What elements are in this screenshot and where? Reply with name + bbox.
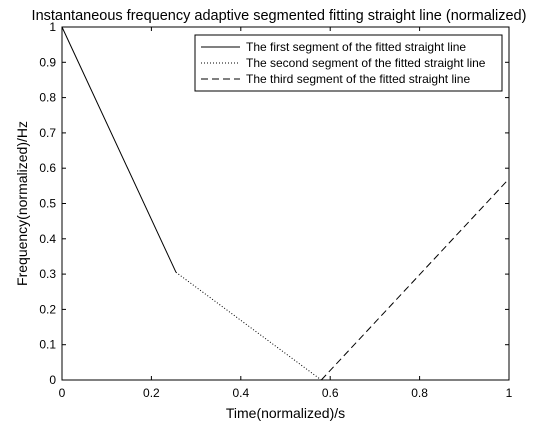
- y-axis-title: Frequency(normalized)/Hz: [14, 121, 30, 286]
- y-tick-label: 0: [49, 373, 56, 387]
- y-tick-label: 0.5: [39, 197, 56, 211]
- series-layer: [61, 26, 510, 381]
- y-tick-label: 0.8: [39, 91, 56, 105]
- legend-label-1: The first segment of the fitted straight…: [246, 40, 466, 54]
- x-tick-label: 0: [59, 386, 66, 400]
- y-tick-label: 0.2: [39, 302, 56, 316]
- x-tick-label: 1: [506, 386, 513, 400]
- y-tick-label: 1: [49, 20, 56, 34]
- x-tick-label: 0.8: [411, 386, 428, 400]
- y-tick-label: 0.4: [39, 232, 56, 246]
- legend-box: [194, 34, 503, 92]
- y-tick-label: 0.3: [39, 267, 56, 281]
- x-tick-label: 0.6: [322, 386, 339, 400]
- series-line-2: [175, 271, 322, 381]
- y-tick-label: 0.6: [39, 161, 56, 175]
- x-axis-title: Time(normalized)/s: [226, 405, 345, 421]
- series-line-1: [61, 26, 177, 273]
- chart-title: Instantaneous frequency adaptive segment…: [32, 8, 527, 24]
- axis-ticks: 0 0.2 0.4 0.6 0.8 1 0 0.1 0.2 0.3 0.4 0.5 0.6 0.7 0.8 0…: [39, 20, 512, 400]
- x-tick-label: 0.2: [143, 386, 160, 400]
- legend-label-2: The second segment of the fitted straigh…: [246, 56, 486, 70]
- legend: The first segment of the fitted straight…: [194, 34, 503, 92]
- y-tick-label: 0.7: [39, 126, 56, 140]
- legend-label-3: The third segment of the fitted straight…: [246, 72, 470, 86]
- series-line-3: [320, 178, 510, 381]
- y-tick-label: 0.1: [39, 338, 56, 352]
- x-tick-label: 0.4: [232, 386, 249, 400]
- y-tick-label: 0.9: [39, 55, 56, 69]
